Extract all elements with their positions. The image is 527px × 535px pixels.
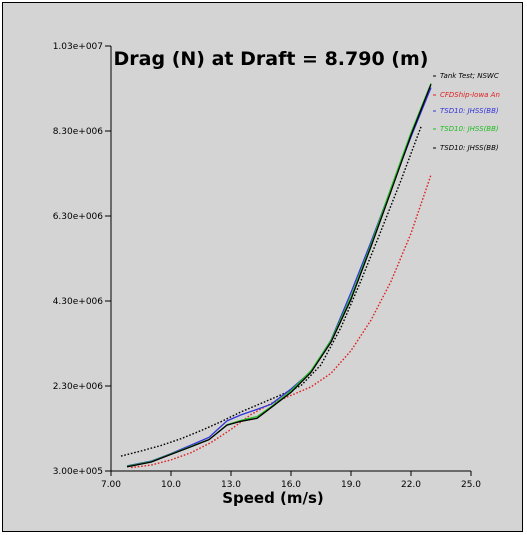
y-ticks: 3.00e+005 2.30e+006 4.30e+006 6.30e+006 8.30… (53, 42, 111, 477)
x-tick-label: 22.0 (401, 480, 421, 490)
x-tick-label: 10.0 (161, 480, 181, 490)
x-tick-label: 13.0 (221, 480, 241, 490)
x-tick-label: 7.00 (101, 480, 121, 490)
legend-entry: TSD10: JHSS(BB) (440, 125, 499, 133)
drag-chart: Drag (N) at Draft = 8.790 (m) 3.00e+005 2… (53, 42, 500, 507)
x-tick-label: 16.0 (281, 480, 301, 490)
x-axis-label: Speed (m/s) (222, 489, 324, 507)
x-tick-label: 25.0 (461, 480, 481, 490)
y-tick-label: 8.30e+006 (53, 127, 104, 137)
legend: Tank Test; NSWC CFDShip-Iowa An TSD10: JHS… (433, 72, 500, 152)
axes (110, 46, 471, 472)
series-line-3 (126, 87, 432, 467)
legend-entry: Tank Test; NSWC (440, 72, 499, 80)
chart-frame: Drag (N) at Draft = 8.790 (m) 3.00e+005 2… (2, 2, 523, 532)
chart-title: Drag (N) at Draft = 8.790 (m) (114, 48, 429, 70)
series-line-4 (126, 83, 432, 467)
series-line-1 (120, 126, 422, 457)
x-tick-label: 19.0 (341, 480, 361, 490)
legend-entry: TSD10: JHSS(BB) (440, 144, 499, 152)
legend-entry: TSD10: JHSS(BB) (440, 107, 499, 115)
series-layer (120, 83, 432, 469)
y-tick-label: 3.00e+005 (53, 467, 103, 477)
series-line-2 (130, 174, 432, 469)
y-tick-label: 1.03e+007 (53, 42, 103, 52)
x-ticks: 7.00 10.0 13.0 16.0 19.0 22.0 25.0 (101, 471, 481, 490)
y-tick-label: 4.30e+006 (53, 297, 104, 307)
y-tick-label: 2.30e+006 (53, 382, 104, 392)
y-tick-label: 6.30e+006 (53, 212, 104, 222)
series-line-5 (126, 84, 432, 468)
legend-entry: CFDShip-Iowa An (440, 91, 500, 99)
